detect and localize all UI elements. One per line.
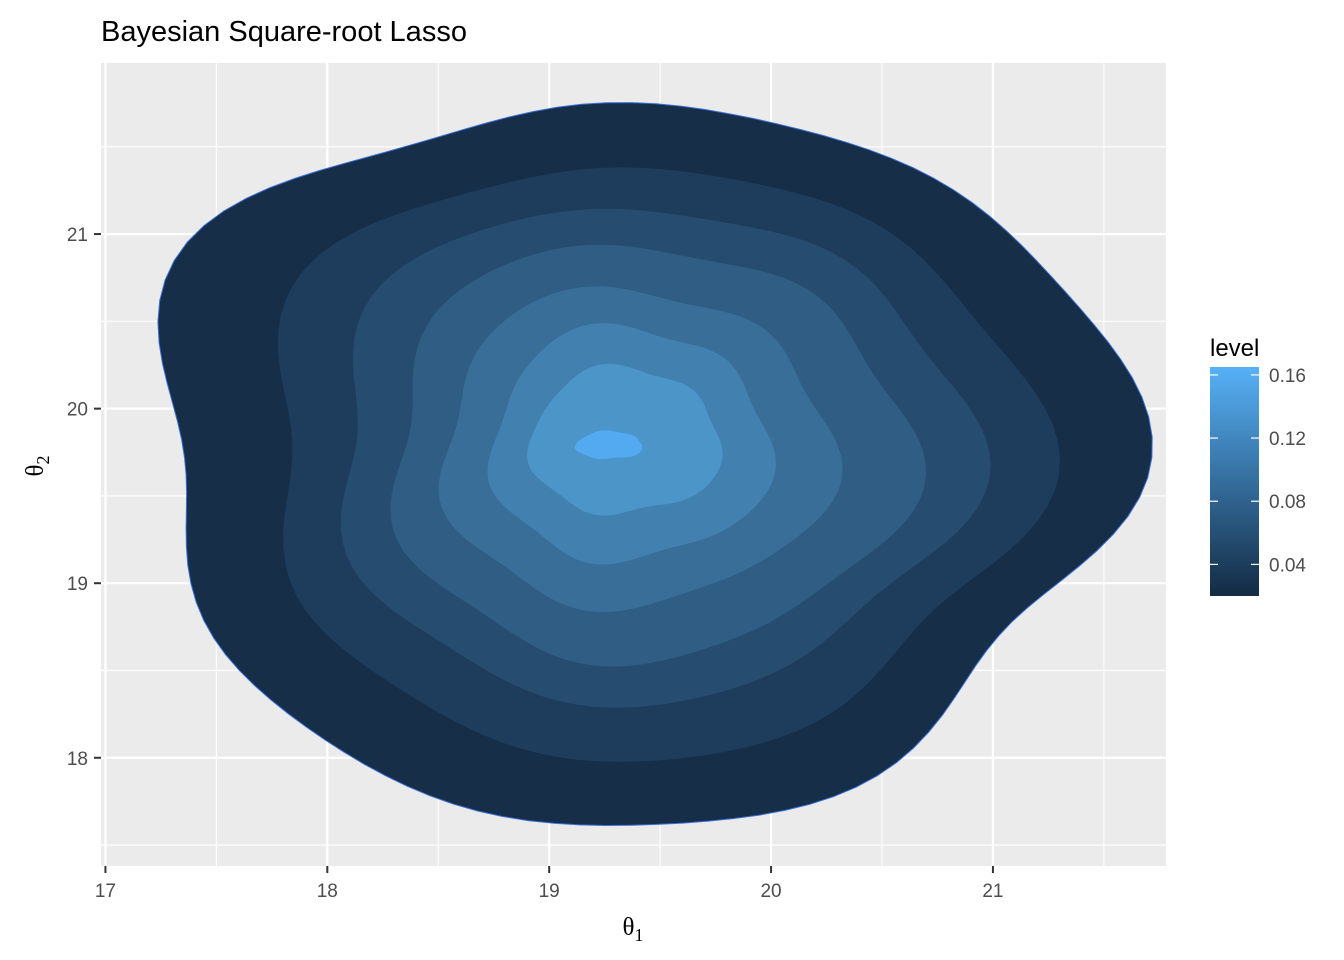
- y-tick-label: 18: [67, 749, 88, 770]
- y-tick-label: 20: [67, 400, 88, 421]
- y-tick-label: 19: [67, 574, 88, 595]
- legend-tick-label: 0.08: [1269, 492, 1306, 513]
- y-axis-title: θ2: [22, 456, 53, 477]
- x-axis-subscript: 1: [634, 925, 643, 945]
- x-axis: 17 18 19 20 21: [95, 866, 1004, 902]
- chart-title: Bayesian Square-root Lasso: [101, 16, 467, 48]
- x-axis-symbol: θ: [623, 914, 635, 941]
- legend-colorbar: [1210, 367, 1259, 596]
- legend-title: level: [1210, 335, 1259, 362]
- y-axis: 18 19 20 21: [67, 225, 101, 770]
- x-tick-label: 20: [760, 881, 781, 902]
- legend-tick-label: 0.12: [1269, 429, 1306, 450]
- y-axis-subscript: 2: [33, 456, 53, 465]
- x-tick-label: 21: [982, 881, 1003, 902]
- x-tick-label: 19: [539, 881, 560, 902]
- x-tick-label: 17: [95, 881, 116, 902]
- x-axis-title: θ1: [623, 914, 644, 945]
- y-axis-symbol: θ: [22, 465, 49, 477]
- legend: level 0.04 0.08 0.12 0.16: [1210, 335, 1306, 596]
- x-tick-label: 18: [317, 881, 338, 902]
- legend-tick-label: 0.04: [1269, 555, 1306, 576]
- y-tick-label: 21: [67, 225, 88, 246]
- legend-tick-label: 0.16: [1269, 366, 1306, 387]
